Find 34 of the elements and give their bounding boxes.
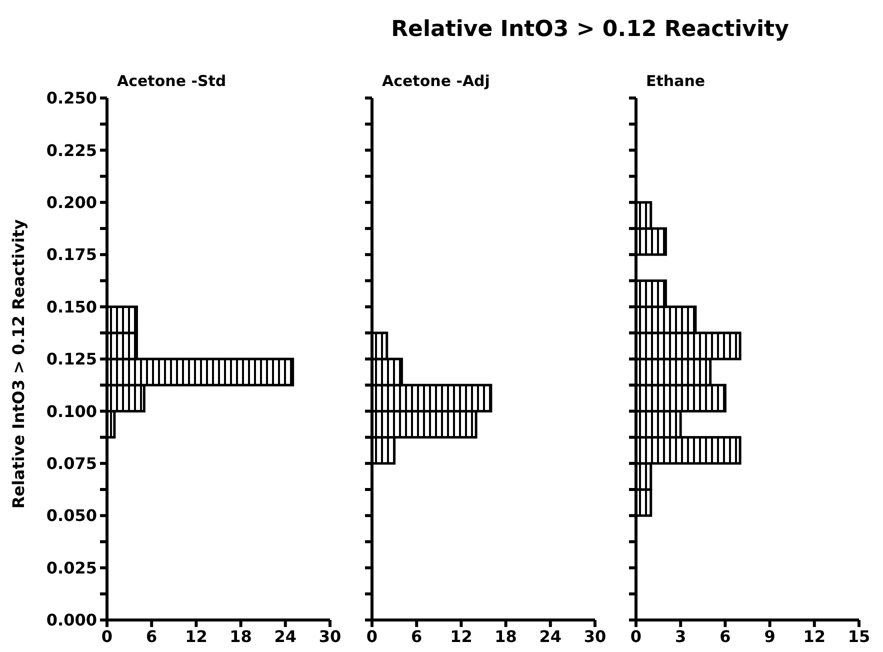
y-tick-label: 0.075 bbox=[46, 454, 97, 473]
y-tick-label: 0.100 bbox=[46, 402, 97, 421]
x-tick-label: 24 bbox=[539, 627, 562, 646]
x-tick-label: 0 bbox=[630, 627, 642, 646]
y-tick-label: 0.000 bbox=[46, 610, 97, 630]
chart-title: Ethane bbox=[646, 72, 706, 90]
x-tick-label: 18 bbox=[494, 627, 517, 646]
text: Relative IntO3 > 0.12 Reactivity bbox=[391, 17, 789, 42]
x-tick-label: 12 bbox=[185, 627, 208, 646]
x-tick-label: 24 bbox=[274, 627, 297, 646]
x-tick-label: 3 bbox=[675, 627, 686, 646]
x-tick-label: 12 bbox=[803, 627, 826, 646]
y-tick-label: 0.200 bbox=[46, 193, 97, 212]
x-tick-label: 6 bbox=[720, 627, 731, 646]
y-tick-label: 0.175 bbox=[46, 245, 97, 264]
y-tick-label: 0.050 bbox=[46, 506, 97, 526]
x-tick-label: 15 bbox=[848, 627, 870, 646]
y-tick-label: 0.025 bbox=[46, 558, 97, 578]
x-tick-label: 6 bbox=[146, 627, 158, 646]
x-tick-label: 0 bbox=[101, 627, 113, 646]
x-tick-label: 30 bbox=[318, 627, 342, 646]
y-tick-label: 0.150 bbox=[46, 297, 97, 316]
chart-title: Acetone -Std bbox=[117, 72, 226, 90]
y-tick-label: 0.125 bbox=[46, 350, 97, 369]
x-tick-label: 6 bbox=[411, 627, 422, 646]
chart-title: Acetone -Adj bbox=[382, 72, 490, 90]
x-tick-label: 9 bbox=[764, 627, 776, 646]
x-tick-label: 12 bbox=[450, 627, 472, 646]
x-tick-label: 18 bbox=[230, 627, 252, 646]
x-tick-label: 30 bbox=[584, 627, 606, 646]
x-tick-label: 0 bbox=[366, 627, 378, 646]
y-tick-label: 0.225 bbox=[46, 140, 97, 160]
y-tick-label: 0.250 bbox=[46, 88, 97, 108]
y-axis-title: Relative IntO3 > 0.12 Reactivity bbox=[9, 218, 28, 509]
